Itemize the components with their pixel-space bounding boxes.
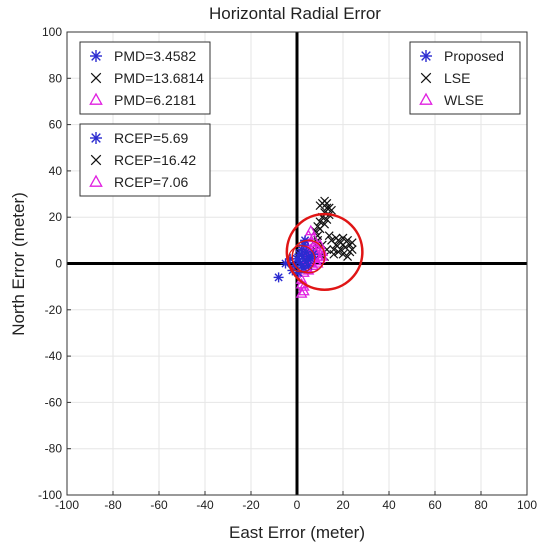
legend-entry: PMD=3.4582 [114, 48, 196, 64]
point-proposed [296, 260, 307, 271]
legend-rcep: RCEP=5.69 RCEP=16.42 RCEP=7.06 [79, 123, 211, 197]
legend-marker [90, 72, 102, 84]
rcep-circles [285, 212, 364, 291]
x-tick-label: 80 [474, 498, 488, 512]
point-proposed [273, 272, 284, 283]
legend-series: Proposed LSE WLSE [409, 41, 521, 115]
plot-border [66, 31, 528, 496]
y-axis-label: North Error (meter) [9, 192, 28, 336]
y-tick-label: -80 [45, 442, 63, 456]
point-wlse [309, 240, 322, 252]
legend-marker [420, 50, 432, 62]
point-proposed [308, 249, 319, 260]
x-tick-label: -60 [150, 498, 168, 512]
y-tick-label: -60 [45, 395, 63, 409]
legend-marker [89, 174, 103, 187]
y-tick-label: 40 [49, 164, 63, 178]
legend-pmd-box [79, 41, 211, 115]
tick-labels: -100 -80 -60 -40 -20 0 20 40 60 80 100 -100 -80 -60 -4… [38, 25, 537, 512]
point-wlse [307, 259, 319, 270]
legend-marker [420, 72, 432, 84]
legend-marker [90, 154, 102, 166]
y-tick-label: -100 [38, 488, 62, 502]
legend-entry: RCEP=5.69 [114, 130, 189, 146]
chart-title: Horizontal Radial Error [209, 4, 381, 23]
legend-marker [90, 50, 102, 62]
legend-marker [419, 92, 433, 105]
point-lse [333, 235, 343, 245]
legend-marker [90, 132, 102, 144]
legend-entry: LSE [444, 70, 470, 86]
point-lse [338, 233, 348, 243]
legend-rcep-box [79, 123, 211, 197]
x-tick-label: -20 [242, 498, 260, 512]
point-lse [343, 252, 353, 261]
point-lse [324, 231, 334, 241]
x-tick-label: 60 [428, 498, 442, 512]
point-wlse [314, 238, 326, 250]
legends: PMD=3.4582 PMD=13.6814 PMD=6.2181 RCEP=5.69… [79, 41, 521, 197]
legend-entry: WLSE [444, 92, 484, 108]
legend-entry: Proposed [444, 48, 504, 64]
y-tick-label: -40 [45, 349, 63, 363]
y-tick-label: 20 [49, 210, 63, 224]
legend-entry: RCEP=16.42 [114, 152, 196, 168]
point-lse [320, 219, 330, 229]
x-tick-label: -40 [196, 498, 214, 512]
point-lse [345, 247, 355, 257]
x-tick-label: 100 [517, 498, 537, 512]
x-tick-label: -80 [104, 498, 122, 512]
legend-pmd: PMD=3.4582 PMD=13.6814 PMD=6.2181 [79, 41, 211, 115]
point-lse [347, 238, 357, 248]
x-tick-label: 40 [382, 498, 396, 512]
point-lse [336, 245, 346, 255]
point-lse [338, 249, 348, 259]
y-tick-label: -20 [45, 303, 63, 317]
legend-marker [89, 92, 103, 105]
legend-entry: PMD=6.2181 [114, 92, 196, 108]
x-axis-label: East Error (meter) [229, 523, 365, 542]
point-lse [322, 203, 332, 213]
x-tick-label: 20 [336, 498, 350, 512]
point-wlse [298, 284, 310, 296]
y-tick-label: 0 [55, 257, 62, 271]
x-tick-label: -100 [55, 498, 79, 512]
x-tick-label: 0 [294, 498, 301, 512]
rcep-circle-wlse [291, 239, 326, 274]
y-tick-label: 60 [49, 118, 63, 132]
point-wlse [295, 287, 308, 298]
point-lse [329, 245, 339, 255]
point-lse [315, 217, 325, 227]
point-lse [322, 215, 332, 224]
y-tick-label: 100 [42, 25, 62, 39]
legend-entry: PMD=13.6814 [114, 70, 204, 86]
point-wlse [304, 224, 317, 236]
y-tick-label: 80 [49, 71, 63, 85]
point-lse [327, 205, 336, 215]
rcep-circle-proposed [287, 245, 316, 273]
legend-entry: RCEP=7.06 [114, 174, 189, 190]
rcep-circle-lse [285, 212, 364, 291]
